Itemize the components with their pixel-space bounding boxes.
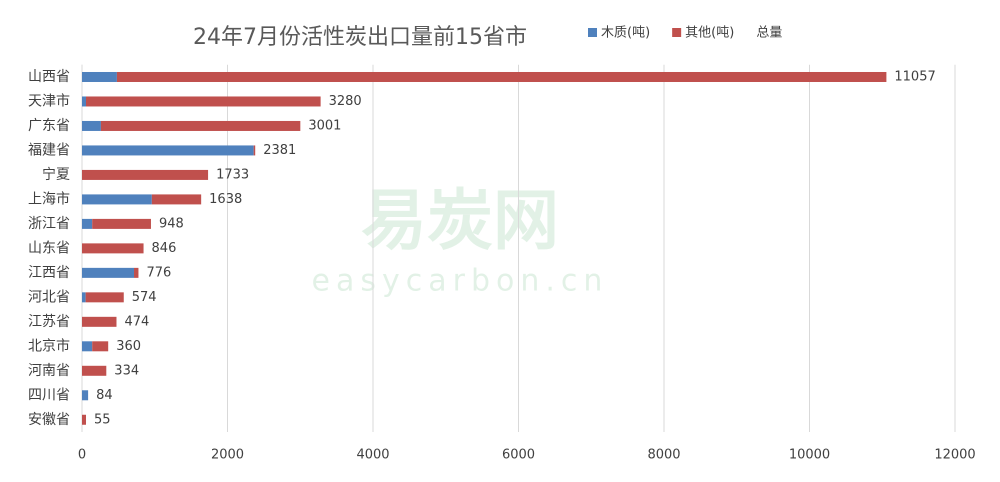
data-label: 846 [152,241,177,256]
bar-segment [151,194,202,205]
x-tick-label: 12000 [934,448,975,463]
bar-segment [86,96,321,107]
legend-swatch [672,28,682,37]
x-tick-label: 8000 [647,448,680,463]
y-tick-label: 河北省 [28,289,70,305]
legend-label: 其他(吨) [685,26,734,41]
bar-segment [82,292,86,303]
legend-swatch [588,28,597,37]
x-tick-label: 2000 [211,448,244,463]
data-label: 1733 [216,167,249,182]
watermark: 易炭网 [361,182,559,259]
data-label: 776 [146,265,171,280]
data-label: 3280 [329,94,362,109]
bar-segment [82,414,87,425]
bar-segment [253,145,256,156]
bar-segment [85,292,124,303]
y-tick-label: 宁夏 [42,166,70,183]
watermark: easycarbon.cn [312,264,609,299]
data-label: 360 [116,339,141,354]
bar-segment [92,341,109,352]
bar-segment [100,120,301,131]
y-tick-label: 福建省 [28,142,70,158]
chart-title: 24年7月份活性炭出口量前15省市 [193,25,527,50]
y-tick-label: 北京市 [28,337,70,354]
bar-segment [82,316,117,327]
bar-segment [82,218,93,229]
bar-segment [82,194,152,205]
data-label: 3001 [308,118,341,133]
data-label: 84 [96,388,113,403]
y-tick-label: 上海市 [28,190,70,207]
bar-segment [116,71,887,82]
data-label: 55 [94,412,111,427]
bar-segment [82,267,135,278]
y-tick-label: 四川省 [28,387,70,403]
data-label: 948 [159,216,184,231]
y-tick-label: 江西省 [28,265,70,281]
data-label: 2381 [263,143,296,158]
data-label: 574 [132,290,157,305]
bar-segment [82,341,93,352]
y-tick-label: 山东省 [28,240,70,256]
bar-segment [82,96,87,107]
bar-segment [92,218,151,229]
y-tick-label: 安徽省 [28,412,70,428]
y-tick-label: 江苏省 [28,314,70,330]
bar-segment [82,169,209,180]
legend-label: 木质(吨) [601,26,650,41]
bar-segment [134,267,139,278]
y-tick-label: 浙江省 [28,216,70,232]
bar-segment [82,390,89,401]
x-tick-label: 6000 [502,448,535,463]
data-label: 474 [124,314,149,329]
bar-segment [82,71,117,82]
x-tick-label: 10000 [789,448,830,463]
y-tick-label: 广东省 [28,118,70,134]
x-tick-label: 4000 [356,448,389,463]
y-tick-label: 山西省 [28,69,70,85]
bar-segment [82,365,107,376]
bar-segment [82,145,254,156]
y-tick-label: 天津市 [28,92,70,109]
data-label: 334 [114,363,139,378]
x-tick-label: 0 [78,448,86,463]
data-label: 11057 [894,69,935,84]
y-tick-label: 河南省 [28,363,70,379]
bar-segment [82,243,144,254]
data-label: 1638 [209,192,242,207]
bar-segment [82,120,101,131]
legend-label: 总量 [756,26,782,41]
